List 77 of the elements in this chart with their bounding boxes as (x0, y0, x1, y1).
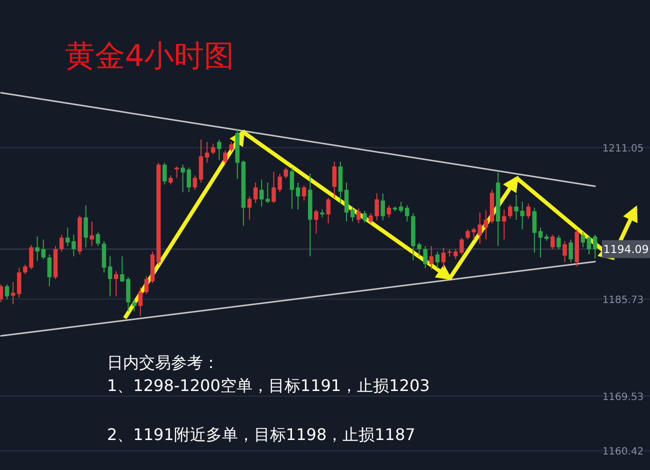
candlestick (508, 204, 512, 220)
candlestick (526, 203, 530, 220)
candlestick (66, 227, 70, 247)
annotation: 2、1191附近多单，目标1198，止损1187 (107, 425, 416, 444)
candlestick (266, 182, 270, 204)
candlestick (229, 141, 234, 152)
candlestick (96, 232, 100, 247)
y-tick-label: 1169.53 (602, 392, 644, 404)
candlestick (138, 286, 142, 317)
candlestick (4, 284, 10, 300)
candlestick (435, 250, 440, 269)
candlestick (0, 284, 4, 303)
text: 黄金4小时图 (65, 39, 234, 74)
candlestick (532, 207, 537, 254)
candlestick (405, 204, 410, 222)
candlestick (502, 209, 506, 240)
candlestick (478, 212, 482, 244)
candlestick (223, 150, 228, 166)
candlestick (198, 139, 204, 184)
candlestick (260, 179, 264, 208)
candlestick (460, 237, 464, 255)
candlestick (380, 192, 385, 221)
candlestick (247, 196, 252, 220)
candlestick (592, 234, 598, 260)
candlestick (180, 164, 185, 193)
ref-line-label: 1194.09 (603, 243, 649, 256)
candlestick (114, 270, 118, 297)
candlestick (454, 248, 458, 260)
candlestick (174, 166, 179, 178)
candlestick (332, 161, 336, 199)
candlestick (72, 234, 76, 257)
candlestick (356, 208, 361, 224)
candlestick (41, 238, 46, 260)
candlestick (296, 182, 300, 210)
candlestick (90, 221, 94, 247)
candlestick (580, 232, 586, 248)
candlestick (398, 201, 404, 214)
candlestick (102, 240, 106, 273)
candlestick (362, 210, 367, 224)
candlestick (253, 182, 258, 204)
candlestick (204, 141, 210, 164)
candlestick (47, 254, 52, 287)
candlestick (144, 276, 149, 294)
candlestick (192, 174, 198, 190)
candlestick (562, 240, 567, 263)
candlestick (17, 267, 22, 298)
candlestick (132, 298, 136, 312)
candlestick (556, 234, 561, 250)
candlestick (35, 236, 40, 262)
candlestick (423, 246, 428, 269)
annotation: 1、1298-1200空单，目标1191，止损1203 (107, 376, 430, 395)
y-tick-label: 1185.73 (602, 295, 644, 306)
candlestick (550, 234, 555, 250)
annotation: 日内交易参考： (107, 353, 219, 372)
candlestick (284, 167, 288, 179)
candlestick (538, 227, 543, 258)
y-tick-label: 1160.42 (602, 446, 644, 458)
candlestick (162, 162, 167, 185)
candlestick (314, 209, 318, 234)
candlestick (186, 167, 191, 193)
candlestick (84, 204, 88, 248)
candlestick (586, 234, 592, 255)
candlestick (441, 247, 446, 268)
candlestick (386, 204, 392, 218)
candlestick (568, 238, 573, 263)
candlestick (302, 185, 306, 202)
candlestick (326, 197, 330, 224)
candlestick (344, 182, 349, 222)
candlestick (484, 210, 488, 240)
y-tick-label: 1211.05 (602, 144, 644, 155)
candlestick (217, 139, 222, 160)
candlestick (350, 206, 355, 222)
candlestick (59, 234, 64, 252)
candlestick (290, 167, 294, 210)
candlestick (108, 256, 112, 297)
candlestick (10, 282, 16, 305)
candlestick (429, 246, 434, 270)
